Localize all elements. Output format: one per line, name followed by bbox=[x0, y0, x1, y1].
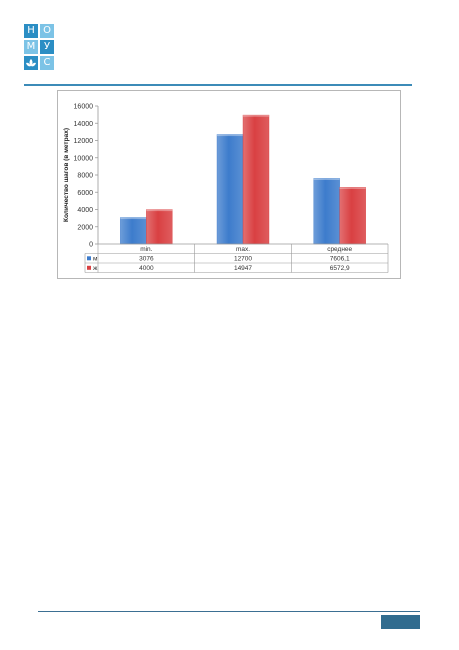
bar-highlight bbox=[243, 115, 269, 117]
y-tick-label: 16000 bbox=[74, 104, 94, 111]
y-tick-label: 4000 bbox=[77, 207, 93, 214]
legend-key-м bbox=[87, 256, 91, 261]
page-number-box bbox=[381, 615, 420, 629]
legend-label: м bbox=[93, 256, 98, 263]
legend-label: ж bbox=[93, 265, 98, 272]
lotus-icon bbox=[24, 56, 38, 70]
bar-ж-0 bbox=[146, 209, 173, 245]
category-label: max. bbox=[236, 246, 250, 253]
logo-letter-m: М bbox=[24, 40, 38, 54]
y-axis-title: Количество шагов (в метрах) bbox=[63, 128, 70, 222]
y-tick-label: 12000 bbox=[74, 138, 94, 145]
y-tick-label: 14000 bbox=[74, 121, 94, 128]
data-label: 3076 bbox=[139, 256, 154, 263]
bar-ж-2 bbox=[339, 187, 366, 245]
logo-letter-u: У bbox=[40, 40, 54, 54]
data-label: 14947 bbox=[234, 265, 252, 272]
bar-ж-1 bbox=[242, 114, 270, 245]
logo-letter-o: О bbox=[40, 24, 54, 38]
y-tick-label: 2000 bbox=[77, 224, 93, 231]
bar-highlight bbox=[217, 134, 243, 137]
logo-letter-n: Н bbox=[24, 24, 38, 38]
data-label: 12700 bbox=[234, 256, 252, 263]
bar-highlight bbox=[120, 217, 147, 220]
header-rule bbox=[24, 84, 412, 86]
y-tick-label: 6000 bbox=[77, 190, 93, 197]
category-label: min. bbox=[140, 246, 152, 253]
footer-rule bbox=[38, 611, 420, 612]
y-tick-label: 10000 bbox=[74, 155, 94, 162]
bar-chart: 0 2000 4000 6000 8000 10000 12000 14000 16000 Кол… bbox=[57, 90, 401, 279]
bar-highlight bbox=[313, 178, 340, 180]
y-tick-label: 8000 bbox=[77, 173, 93, 180]
bar-м-0 bbox=[120, 217, 147, 245]
bar-highlight bbox=[339, 187, 366, 189]
data-label: 7606,1 bbox=[330, 256, 350, 263]
bar-м-2 bbox=[313, 178, 340, 245]
logo-letter-s: С bbox=[40, 56, 54, 70]
y-tick-label: 0 bbox=[89, 242, 93, 249]
data-label: 4000 bbox=[139, 265, 154, 272]
category-label: среднее bbox=[327, 246, 352, 253]
bar-м-1 bbox=[216, 134, 244, 245]
chart-svg: 0 2000 4000 6000 8000 10000 12000 14000 16000 Кол… bbox=[63, 104, 389, 273]
data-label: 6572,9 bbox=[330, 265, 350, 272]
bar-highlight bbox=[146, 209, 173, 212]
legend-key-ж bbox=[87, 265, 91, 270]
